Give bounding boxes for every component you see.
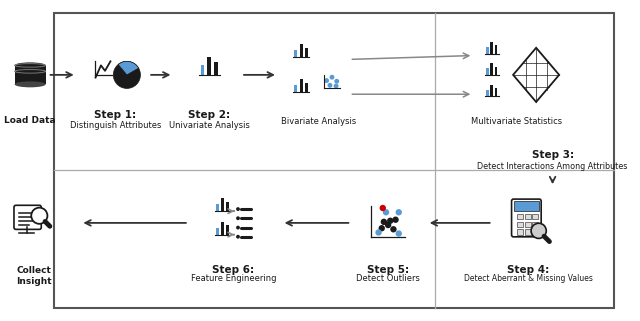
Text: Bivariate Analysis: Bivariate Analysis bbox=[281, 117, 356, 126]
Bar bbox=[495, 66, 497, 75]
Bar bbox=[300, 44, 303, 57]
Text: Feature Engineering: Feature Engineering bbox=[191, 274, 276, 283]
Circle shape bbox=[31, 208, 47, 224]
Circle shape bbox=[387, 218, 394, 224]
Bar bbox=[525, 229, 531, 235]
Circle shape bbox=[381, 219, 387, 225]
Bar bbox=[305, 82, 308, 92]
Bar bbox=[490, 84, 493, 96]
Circle shape bbox=[390, 226, 397, 232]
Text: Collect
Insight: Collect Insight bbox=[16, 266, 52, 286]
Bar bbox=[532, 214, 538, 220]
Bar bbox=[490, 42, 493, 54]
Text: Step 1:: Step 1: bbox=[94, 110, 136, 120]
Circle shape bbox=[236, 216, 240, 220]
Text: Multivariate Statistics: Multivariate Statistics bbox=[471, 117, 563, 126]
Text: Step 3:: Step 3: bbox=[532, 150, 573, 160]
Bar bbox=[513, 201, 540, 211]
Wedge shape bbox=[118, 61, 139, 75]
Bar bbox=[517, 221, 523, 227]
Circle shape bbox=[328, 83, 332, 88]
Bar bbox=[294, 50, 298, 57]
Bar bbox=[486, 68, 488, 75]
Bar bbox=[517, 229, 523, 235]
Text: Detect Aberrant & Missing Values: Detect Aberrant & Missing Values bbox=[464, 274, 593, 283]
FancyBboxPatch shape bbox=[14, 205, 41, 230]
Bar bbox=[486, 90, 488, 96]
Bar bbox=[490, 63, 493, 75]
Circle shape bbox=[236, 207, 240, 211]
Bar bbox=[226, 202, 229, 211]
Circle shape bbox=[396, 230, 402, 237]
Bar bbox=[300, 79, 303, 92]
FancyBboxPatch shape bbox=[54, 13, 614, 308]
Circle shape bbox=[324, 78, 329, 83]
Circle shape bbox=[333, 83, 339, 89]
Text: Load Data: Load Data bbox=[4, 116, 56, 125]
Bar bbox=[200, 65, 204, 75]
Circle shape bbox=[383, 209, 389, 215]
Circle shape bbox=[330, 75, 335, 80]
Bar bbox=[214, 62, 218, 75]
Ellipse shape bbox=[15, 82, 45, 87]
Text: Detect Outliers: Detect Outliers bbox=[356, 274, 420, 283]
Bar bbox=[216, 204, 220, 211]
FancyBboxPatch shape bbox=[511, 199, 541, 237]
Bar bbox=[207, 57, 211, 75]
Bar bbox=[216, 228, 220, 235]
Bar bbox=[15, 65, 45, 84]
Ellipse shape bbox=[15, 62, 45, 68]
Circle shape bbox=[531, 223, 547, 239]
Text: Distinguish Attributes: Distinguish Attributes bbox=[70, 121, 161, 130]
Bar bbox=[305, 48, 308, 57]
Bar bbox=[517, 214, 523, 220]
Circle shape bbox=[236, 235, 240, 239]
Circle shape bbox=[113, 61, 140, 88]
Text: Step 2:: Step 2: bbox=[188, 110, 230, 120]
Text: Step 6:: Step 6: bbox=[212, 265, 254, 274]
Circle shape bbox=[396, 209, 402, 215]
Bar bbox=[221, 222, 224, 235]
Bar bbox=[532, 229, 538, 235]
Circle shape bbox=[378, 225, 385, 231]
Circle shape bbox=[334, 79, 339, 84]
Text: Univariate Analysis: Univariate Analysis bbox=[169, 121, 250, 130]
Bar bbox=[495, 88, 497, 96]
Circle shape bbox=[392, 217, 399, 223]
Bar bbox=[294, 85, 298, 92]
Circle shape bbox=[236, 226, 240, 230]
Bar bbox=[525, 221, 531, 227]
Bar bbox=[226, 225, 229, 235]
Bar bbox=[525, 214, 531, 220]
Circle shape bbox=[375, 229, 381, 236]
Bar bbox=[532, 221, 538, 227]
Bar bbox=[495, 45, 497, 54]
Bar bbox=[221, 198, 224, 211]
Bar bbox=[486, 47, 488, 54]
Circle shape bbox=[380, 205, 386, 211]
Circle shape bbox=[385, 222, 391, 228]
Text: Step 5:: Step 5: bbox=[367, 265, 409, 274]
Text: Detect Interactions Among Attributes: Detect Interactions Among Attributes bbox=[477, 162, 628, 171]
Text: Step 4:: Step 4: bbox=[508, 265, 550, 274]
